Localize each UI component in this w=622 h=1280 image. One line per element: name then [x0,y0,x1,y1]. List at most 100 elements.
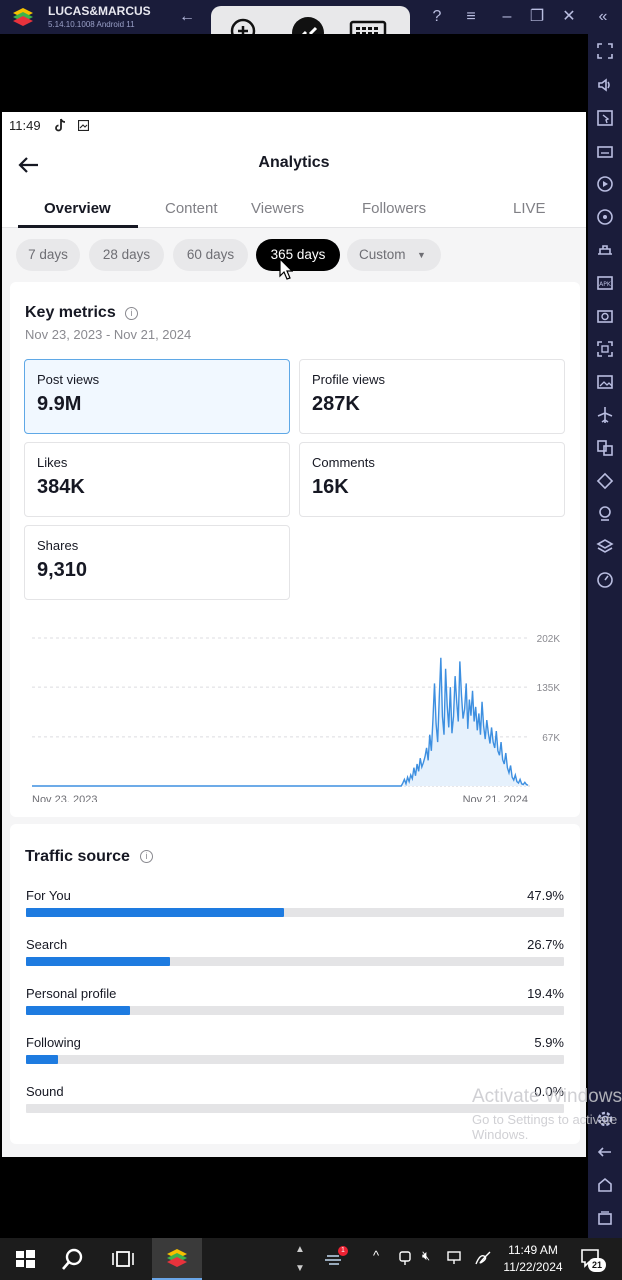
info-icon[interactable]: i [140,850,153,863]
back-arrow-icon[interactable]: ← [179,8,195,25]
app-notification-icon[interactable] [322,1246,348,1272]
emulator-app-name: LUCAS&MARCUS [48,4,151,18]
restore-icon[interactable]: ❐ [529,8,545,25]
windows-taskbar: ▲ ▼ 1 ^ 🔇︎ 11:49 AM 11/22/2024 21 [0,1238,622,1280]
fullscreen-icon[interactable] [596,42,614,60]
rotate-icon[interactable] [596,472,614,490]
traffic-source-label: Following [26,1035,81,1050]
eco-mode-icon[interactable] [596,241,614,259]
chart-area-fill [32,657,528,786]
range-chip-7-days[interactable]: 7 days [16,239,80,271]
range-chip-365-days[interactable]: 365 days [256,239,340,271]
apk-install-icon[interactable]: APK [596,274,614,292]
minimize-icon[interactable]: – [502,8,512,25]
phone-screen: 11:49 Analytics Overview Content Viewers… [2,112,586,1157]
custom-chip-label: Custom [359,247,406,262]
layers-icon[interactable] [596,538,614,556]
metric-card-likes[interactable]: Likes 384K [24,442,290,517]
traffic-source-percent: 47.9% [527,888,564,903]
bluestacks-taskbar-button[interactable] [152,1238,202,1280]
task-view-icon[interactable] [110,1246,136,1272]
gallery-notification-icon [78,120,89,131]
metric-card-shares[interactable]: Shares 9,310 [24,525,290,600]
letterbox-top [0,34,588,112]
volume-muted-icon[interactable]: 🔇︎ [422,1248,431,1263]
metric-label: Post views [37,372,100,387]
post-views-chart[interactable]: 202K 135K 67K Nov 23, 2023 Nov 21, 2024 [10,612,580,802]
traffic-row-personal-profile: Personal profile 19.4% [26,986,564,1026]
multi-instance-icon[interactable] [596,439,614,457]
traffic-source-bar-fill [26,908,284,917]
traffic-source-label: For You [26,888,71,903]
screenshot-icon[interactable] [596,307,614,325]
close-icon[interactable]: ✕ [562,8,576,25]
android-home-icon[interactable] [596,1176,614,1194]
windows-start-icon[interactable] [12,1246,38,1272]
search-icon[interactable] [60,1246,86,1272]
chart-y-tick-label: 67K [542,733,560,744]
record-screen-icon[interactable] [596,340,614,358]
keyboard-mapping-icon[interactable] [596,142,614,160]
metric-card-comments[interactable]: Comments 16K [299,442,565,517]
collapse-sidebar-icon[interactable]: « [598,8,608,25]
tiktok-notification-icon [55,118,66,132]
traffic-source-label: Sound [26,1084,64,1099]
metric-value: 9.9M [37,393,82,415]
traffic-source-label: Personal profile [26,986,117,1001]
svg-text:APK: APK [599,281,612,288]
notification-count-badge: 21 [588,1258,606,1272]
cursor-icon[interactable] [596,109,614,127]
pen-icon[interactable] [474,1250,492,1266]
watermark-line1: Activate Windows [472,1086,622,1107]
volume-icon[interactable] [596,76,614,94]
chevron-up-icon[interactable]: ^ [373,1248,380,1263]
tab-content[interactable]: Content [165,200,218,217]
traffic-row-following: Following 5.9% [26,1035,564,1075]
back-arrow-icon[interactable] [16,152,42,178]
date-range: Nov 23, 2023 - Nov 21, 2024 [25,327,192,342]
status-bar: 11:49 [2,112,586,140]
range-chip-custom[interactable]: Custom ▼ [347,239,441,271]
taskbar-scroll[interactable]: ▲ ▼ [295,1244,305,1274]
range-chip-60-days[interactable]: 60 days [173,239,248,271]
taskbar-clock[interactable]: 11:49 AM 11/22/2024 [498,1242,568,1276]
metric-card-post-views[interactable]: Post views 9.9M [24,359,290,434]
emulator-version: 5.14.10.1008 Android 11 [48,20,135,29]
network-icon[interactable] [446,1250,464,1266]
tab-overview[interactable]: Overview [44,200,111,217]
metric-card-profile-views[interactable]: Profile views 287K [299,359,565,434]
airplane-mode-icon[interactable] [596,406,614,424]
range-chip-28-days[interactable]: 28 days [89,239,164,271]
tab-followers[interactable]: Followers [362,200,427,217]
traffic-source-percent: 19.4% [527,986,564,1001]
mouse-pointer-icon [279,258,293,280]
tab-viewers[interactable]: Viewers [251,200,305,217]
chart-y-tick-label: 202K [537,634,561,645]
watermark-line2: Go to Settings to activate Windows. [472,1112,618,1142]
settings-gear-icon[interactable] [596,1110,614,1128]
traffic-source-title: Traffic source [25,848,130,865]
help-icon[interactable]: ? [432,8,442,25]
android-back-icon[interactable] [596,1143,614,1161]
tab-live[interactable]: LIVE [513,200,546,217]
metric-label: Shares [37,538,79,553]
bluestacks-logo-icon [13,8,33,26]
chevron-down-icon: ▼ [417,250,426,260]
menu-icon[interactable]: ≡ [466,8,476,25]
location-icon[interactable] [596,505,614,523]
metric-value: 287K [312,393,360,415]
action-center-icon[interactable] [580,1248,602,1268]
traffic-source-percent: 0.0% [534,1084,564,1099]
media-folder-icon[interactable] [596,373,614,391]
taskbar-time: 11:49 AM [508,1243,558,1257]
recent-apps-icon[interactable] [596,1209,614,1227]
performance-icon[interactable] [596,571,614,589]
webcam-icon[interactable] [398,1250,412,1266]
sync-icon[interactable] [596,208,614,226]
traffic-source-bar-track [26,1104,564,1113]
traffic-source-card: Traffic source i For You 47.9% Search 26.7%… [10,824,580,1144]
info-icon[interactable]: i [125,307,138,320]
macro-icon[interactable] [596,175,614,193]
traffic-source-bar-fill [26,1006,131,1015]
letterbox-bottom [0,1157,588,1238]
